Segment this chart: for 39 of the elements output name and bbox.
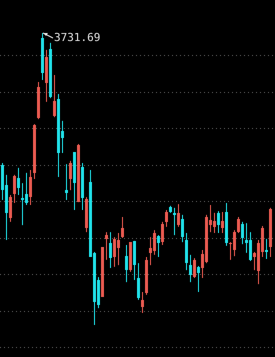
candlestick (217, 210, 220, 234)
candlestick (177, 204, 180, 228)
candlestick (25, 172, 28, 206)
candlestick (185, 232, 188, 271)
candlestick (113, 236, 116, 268)
candlestick (181, 214, 184, 243)
candlestick (117, 232, 120, 266)
candlestick (189, 254, 192, 283)
candlestick (233, 230, 236, 257)
candlestick (161, 221, 164, 246)
candlestick (149, 236, 152, 266)
candlestick (153, 230, 156, 256)
candlestick (121, 216, 124, 238)
candlestick (241, 221, 244, 245)
candlestick (173, 207, 176, 236)
candlestick (157, 234, 160, 258)
candlestick (65, 164, 68, 201)
candlestick (105, 232, 108, 260)
candlestick (193, 258, 196, 278)
candlestick (133, 240, 136, 281)
candlestick (109, 232, 112, 269)
candlestick (17, 167, 20, 196)
candlestick (137, 262, 140, 300)
candlestick (197, 266, 200, 293)
candlestick (9, 194, 12, 222)
candlestick (13, 174, 16, 204)
candlestick (125, 244, 128, 283)
candlestick (141, 292, 144, 314)
candlestick (165, 209, 168, 228)
candlestick (53, 74, 56, 118)
candlestick (29, 169, 32, 206)
candlestick (265, 238, 268, 260)
candlestick (21, 182, 24, 226)
annotation: 3731.69 (54, 30, 100, 44)
candlestick (237, 216, 240, 234)
candlestick (213, 212, 216, 234)
candlestick (221, 211, 224, 234)
candlestick (69, 160, 72, 191)
candlestick (249, 232, 252, 262)
